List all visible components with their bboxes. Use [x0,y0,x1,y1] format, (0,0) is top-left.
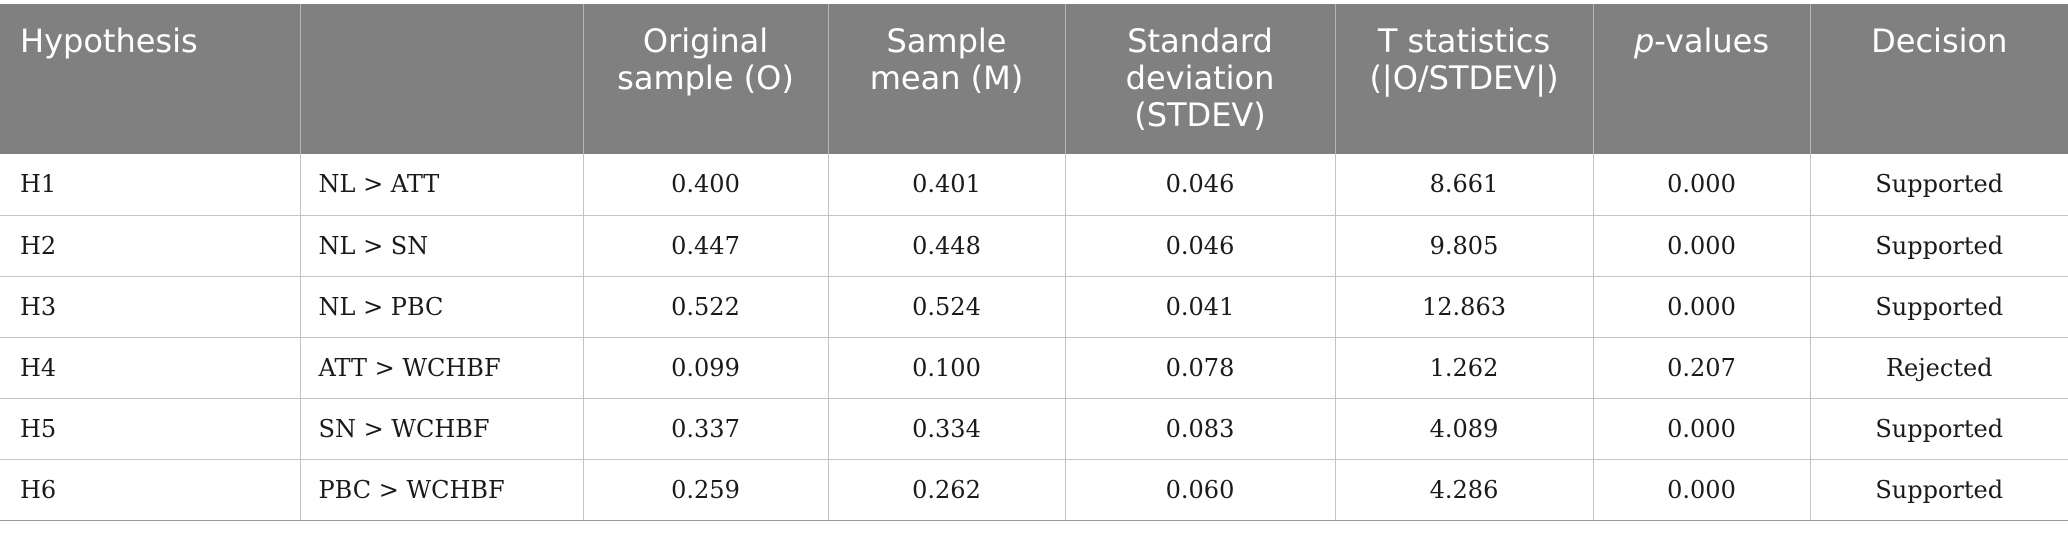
cell-p-values: 0.000 [1593,276,1811,338]
cell-relationship: ATT > WCHBF [300,337,584,399]
header-p-values-italic: p [1633,22,1655,60]
cell-original-sample: 0.099 [583,337,829,399]
header-row: Hypothesis Original sample (O) Sample me… [0,4,2068,154]
header-standard-deviation: Standard deviation (STDEV) [1065,4,1336,154]
cell-sample-mean: 0.100 [828,337,1066,399]
cell-hypothesis: H3 [0,276,301,338]
header-sample-mean: Sample mean (M) [828,4,1066,154]
cell-hypothesis: H1 [0,154,301,216]
cell-sample-mean: 0.401 [828,154,1066,216]
table-row: H2 NL > SN 0.447 0.448 0.046 9.805 0.000 Suppor… [0,215,2068,277]
cell-decision: Supported [1810,154,2068,216]
cell-original-sample: 0.337 [583,398,829,460]
table-row: H3 NL > PBC 0.522 0.524 0.041 12.863 0.000 Supp… [0,276,2068,338]
header-p-values-suffix: -values [1654,22,1770,60]
header-original-sample: Original sample (O) [583,4,829,154]
cell-sample-mean: 0.524 [828,276,1066,338]
cell-t-statistics: 12.863 [1335,276,1594,338]
cell-p-values: 0.000 [1593,398,1811,460]
cell-hypothesis: H6 [0,459,301,521]
header-decision: Decision [1810,4,2068,154]
cell-decision: Supported [1810,215,2068,277]
cell-hypothesis: H2 [0,215,301,277]
cell-t-statistics: 4.286 [1335,459,1594,521]
cell-sample-mean: 0.262 [828,459,1066,521]
table-row: H6 PBC > WCHBF 0.259 0.262 0.060 4.286 0.000 Su… [0,459,2068,521]
table-row: H5 SN > WCHBF 0.337 0.334 0.083 4.089 0.000 Sup… [0,398,2068,460]
cell-t-statistics: 4.089 [1335,398,1594,460]
cell-relationship: NL > SN [300,215,584,277]
header-t-statistics: T statistics (|O/STDEV|) [1335,4,1594,154]
cell-relationship: NL > PBC [300,276,584,338]
cell-t-statistics: 8.661 [1335,154,1594,216]
cell-p-values: 0.207 [1593,337,1811,399]
cell-decision: Supported [1810,398,2068,460]
cell-p-values: 0.000 [1593,154,1811,216]
cell-original-sample: 0.400 [583,154,829,216]
cell-hypothesis: H4 [0,337,301,399]
cell-relationship: SN > WCHBF [300,398,584,460]
cell-t-statistics: 9.805 [1335,215,1594,277]
cell-original-sample: 0.259 [583,459,829,521]
table-row: H4 ATT > WCHBF 0.099 0.100 0.078 1.262 0.207 Re… [0,337,2068,399]
cell-hypothesis: H5 [0,398,301,460]
header-p-values: p-values [1593,4,1811,154]
table-header: Hypothesis Original sample (O) Sample me… [0,4,2068,154]
cell-t-statistics: 1.262 [1335,337,1594,399]
cell-sample-mean: 0.334 [828,398,1066,460]
cell-decision: Supported [1810,459,2068,521]
table-row: H1 NL > ATT 0.400 0.401 0.046 8.661 0.000 Suppo… [0,154,2068,216]
cell-standard-deviation: 0.041 [1065,276,1336,338]
cell-decision: Supported [1810,276,2068,338]
cell-standard-deviation: 0.078 [1065,337,1336,399]
cell-original-sample: 0.522 [583,276,829,338]
cell-relationship: NL > ATT [300,154,584,216]
cell-standard-deviation: 0.046 [1065,215,1336,277]
cell-original-sample: 0.447 [583,215,829,277]
cell-standard-deviation: 0.083 [1065,398,1336,460]
cell-sample-mean: 0.448 [828,215,1066,277]
header-hypothesis: Hypothesis [0,4,301,154]
hypothesis-results-table: Hypothesis Original sample (O) Sample me… [0,4,2068,521]
table-body: H1 NL > ATT 0.400 0.401 0.046 8.661 0.000 Suppo… [0,154,2068,521]
cell-relationship: PBC > WCHBF [300,459,584,521]
cell-decision: Rejected [1810,337,2068,399]
cell-p-values: 0.000 [1593,215,1811,277]
header-relationship [300,4,584,154]
cell-p-values: 0.000 [1593,459,1811,521]
cell-standard-deviation: 0.046 [1065,154,1336,216]
cell-standard-deviation: 0.060 [1065,459,1336,521]
